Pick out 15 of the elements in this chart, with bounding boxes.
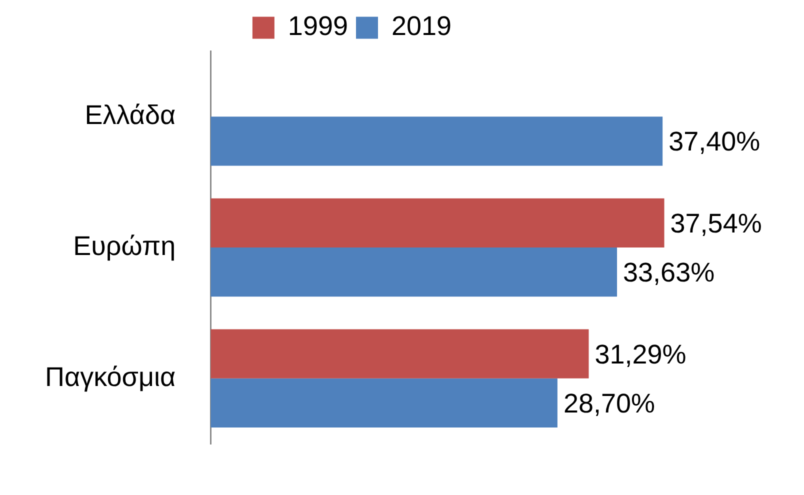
y-tick-label: Ευρώπη — [73, 230, 176, 261]
data-label: 28,70% — [563, 388, 656, 418]
data-label: 33,63% — [623, 257, 715, 288]
legend-label: 2019 — [392, 11, 452, 42]
bar — [210, 329, 589, 378]
data-label: 37,40% — [668, 126, 760, 157]
y-tick-label: Παγκόσμια — [45, 362, 176, 392]
bar — [210, 198, 664, 248]
legend-label: 1999 — [288, 11, 348, 42]
bar — [210, 378, 558, 428]
data-label: 31,29% — [594, 339, 686, 370]
bar — [210, 116, 663, 166]
bar — [210, 248, 618, 297]
data-label: 37,54% — [670, 208, 762, 238]
y-tick-label: Ελλάδα — [84, 100, 176, 130]
